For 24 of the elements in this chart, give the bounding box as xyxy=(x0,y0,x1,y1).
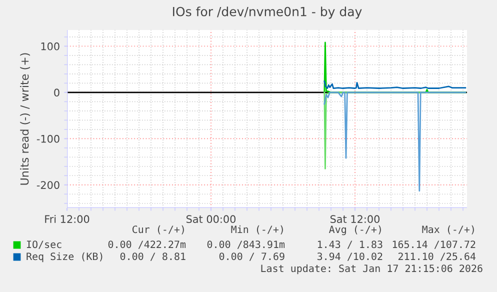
legend-label: Req Size (KB) xyxy=(26,252,102,262)
text: 3.94 /10.02 xyxy=(317,252,382,261)
text: Min (-/+) xyxy=(231,225,283,234)
y-tick-label: 0 xyxy=(54,88,60,97)
text: Last update: Sat Jan 17 21:15:06 2026 xyxy=(261,264,482,274)
legend-label: IO/sec xyxy=(26,240,62,249)
text: 1.43 / 1.83 xyxy=(318,240,382,249)
text: 211.10 /25.64 xyxy=(398,252,476,261)
text: 0.00 / 8.81 xyxy=(120,252,186,261)
chart-title: IOs for /dev/nvme0n1 - by day xyxy=(173,6,362,19)
text: Cur (-/+) xyxy=(132,225,184,234)
text: 0.00 /843.91m xyxy=(207,240,285,249)
x-tick-label: Sat 00:00 xyxy=(186,215,236,224)
text: 0.00 /422.27m xyxy=(108,240,186,249)
x-tick-label: Sat 12:00 xyxy=(330,215,380,224)
y-axis-title: Units read (-) / write (+) xyxy=(20,53,30,185)
text: 165.14 /107.72 xyxy=(392,240,476,249)
x-tick-label: Fri 12:00 xyxy=(45,214,90,224)
y-tick-label: 100 xyxy=(41,42,60,50)
text: Avg (-/+) xyxy=(329,225,381,236)
text: 0.00 / 7.69 xyxy=(219,252,284,261)
y-tick-label: -200 xyxy=(36,181,60,189)
text: Max (-/+) xyxy=(422,225,474,234)
y-tick-label: -100 xyxy=(36,134,60,143)
